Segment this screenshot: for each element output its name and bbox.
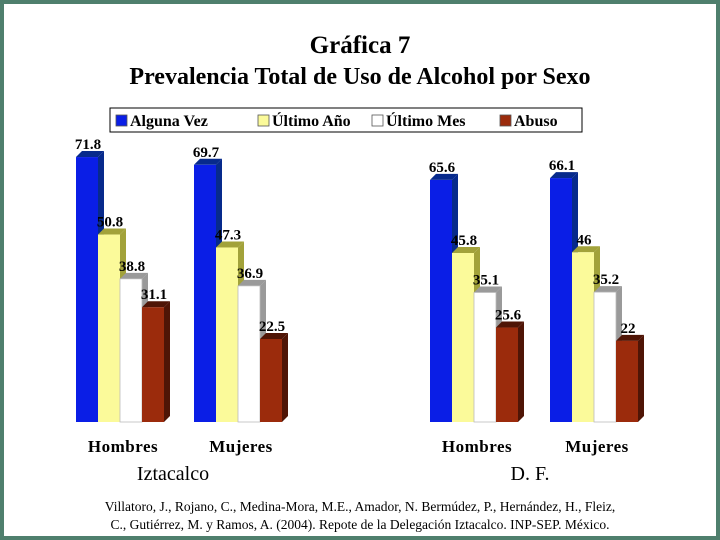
bar-side-d-f-mujeres-abuso (638, 334, 644, 422)
bar-iztacalco-mujeres-abuso (260, 338, 282, 422)
bar-iztacalco-hombres-alguna-vez (76, 157, 98, 423)
bar-chart: Alguna Vez Último Año Último Mes Abuso 71.8 5… (75, 107, 644, 485)
bar-iztacalco-mujeres-ultimo-ano (216, 247, 238, 422)
category-label-d-f-mujeres: Mujeres (565, 437, 629, 456)
bar-d-f-hombres-alguna-vez (430, 179, 452, 422)
legend-label-ultimo-mes: Último Mes (386, 111, 466, 130)
legend-label-abuso: Abuso (514, 113, 558, 130)
bar-side-iztacalco-mujeres-abuso (282, 332, 288, 422)
category-label-d-f-hombres: Hombres (442, 437, 512, 456)
category-label-iztacalco-hombres: Hombres (88, 437, 158, 456)
bar-top-d-f-hombres-alguna-vez (430, 173, 458, 180)
bar-side-d-f-hombres-abuso (518, 321, 524, 422)
bar-d-f-hombres-ultimo-ano (452, 252, 474, 422)
bar-top-d-f-mujeres-alguna-vez (550, 172, 578, 179)
chart-subtitle: Prevalencia Total de Uso de Alcohol por … (129, 64, 591, 90)
bar-top-iztacalco-mujeres-alguna-vez (194, 158, 222, 165)
bar-top-iztacalco-hombres-alguna-vez (76, 151, 104, 158)
bar-top-iztacalco-hombres-ultimo-mes (120, 272, 148, 279)
data-label-d-f-hombres-abuso: 25.6 (495, 308, 522, 324)
chart-title: Gráfica 7 (309, 32, 411, 59)
chart-frame: Gráfica 7 Prevalencia Total de Uso de Al… (4, 4, 716, 536)
data-label-d-f-mujeres-ultimo-ano: 46 (577, 232, 593, 248)
bar-top-d-f-hombres-abuso (496, 321, 524, 328)
data-label-d-f-hombres-ultimo-mes: 35.1 (473, 272, 499, 288)
legend-label-alguna-vez: Alguna Vez (130, 113, 208, 130)
bar-iztacalco-mujeres-ultimo-mes (237, 285, 261, 423)
bar-iztacalco-hombres-ultimo-mes (119, 278, 143, 423)
citation-line-2: C., Gutiérrez, M. y Ramos, A. (2004). Re… (110, 517, 610, 532)
legend-swatch-alguna-vez (115, 114, 128, 127)
legend-swatch-ultimo-mes (371, 114, 384, 127)
data-label-iztacalco-mujeres-abuso: 22.5 (259, 319, 285, 335)
data-label-d-f-hombres-alguna-vez: 65.6 (429, 160, 456, 176)
bar-top-d-f-mujeres-ultimo-ano (572, 246, 600, 253)
data-label-d-f-hombres-ultimo-ano: 45.8 (451, 233, 477, 249)
bar-top-d-f-mujeres-abuso (616, 334, 644, 341)
citation-line-1: Villatoro, J., Rojano, C., Medina-Mora, … (104, 499, 616, 514)
bar-top-d-f-hombres-ultimo-mes (474, 286, 502, 293)
bar-d-f-mujeres-alguna-vez (550, 178, 572, 422)
data-label-iztacalco-hombres-ultimo-mes: 38.8 (119, 259, 145, 275)
bar-d-f-mujeres-abuso (616, 340, 638, 422)
bar-iztacalco-hombres-ultimo-ano (98, 234, 120, 422)
group-label-d-f: D. F. (511, 463, 550, 485)
data-label-d-f-mujeres-alguna-vez: 66.1 (549, 158, 575, 174)
bar-d-f-mujeres-ultimo-mes (593, 291, 617, 423)
bar-top-d-f-hombres-ultimo-ano (452, 246, 480, 253)
legend-swatch-abuso (499, 114, 512, 127)
bar-top-iztacalco-mujeres-ultimo-mes (238, 279, 266, 286)
bar-d-f-hombres-abuso (496, 327, 518, 422)
bar-side-iztacalco-hombres-abuso (164, 301, 170, 422)
data-label-d-f-mujeres-abuso: 22 (621, 321, 636, 337)
group-label-iztacalco: Iztacalco (137, 463, 209, 485)
data-label-iztacalco-hombres-alguna-vez: 71.8 (75, 137, 101, 153)
bar-iztacalco-hombres-abuso (142, 307, 164, 422)
data-label-iztacalco-mujeres-alguna-vez: 69.7 (193, 145, 220, 161)
bar-top-iztacalco-hombres-ultimo-ano (98, 228, 126, 235)
bar-top-iztacalco-hombres-abuso (142, 301, 170, 308)
bar-top-iztacalco-mujeres-abuso (260, 332, 288, 339)
legend-label-ultimo-ano: Último Año (272, 111, 351, 130)
data-label-iztacalco-mujeres-ultimo-mes: 36.9 (237, 266, 263, 282)
bar-iztacalco-mujeres-alguna-vez (194, 164, 216, 422)
data-label-iztacalco-mujeres-ultimo-ano: 47.3 (215, 227, 241, 243)
bar-top-iztacalco-mujeres-ultimo-ano (216, 241, 244, 248)
bar-d-f-hombres-ultimo-mes (473, 292, 497, 423)
legend-swatch-ultimo-ano (257, 114, 270, 127)
bar-top-d-f-mujeres-ultimo-mes (594, 286, 622, 293)
data-label-iztacalco-hombres-abuso: 31.1 (141, 287, 167, 303)
bar-d-f-mujeres-ultimo-ano (572, 252, 594, 422)
category-label-iztacalco-mujeres: Mujeres (209, 437, 273, 456)
data-label-iztacalco-hombres-ultimo-ano: 50.8 (97, 215, 123, 231)
data-label-d-f-mujeres-ultimo-mes: 35.2 (593, 272, 619, 288)
citation: Villatoro, J., Rojano, C., Medina-Mora, … (4, 498, 716, 534)
